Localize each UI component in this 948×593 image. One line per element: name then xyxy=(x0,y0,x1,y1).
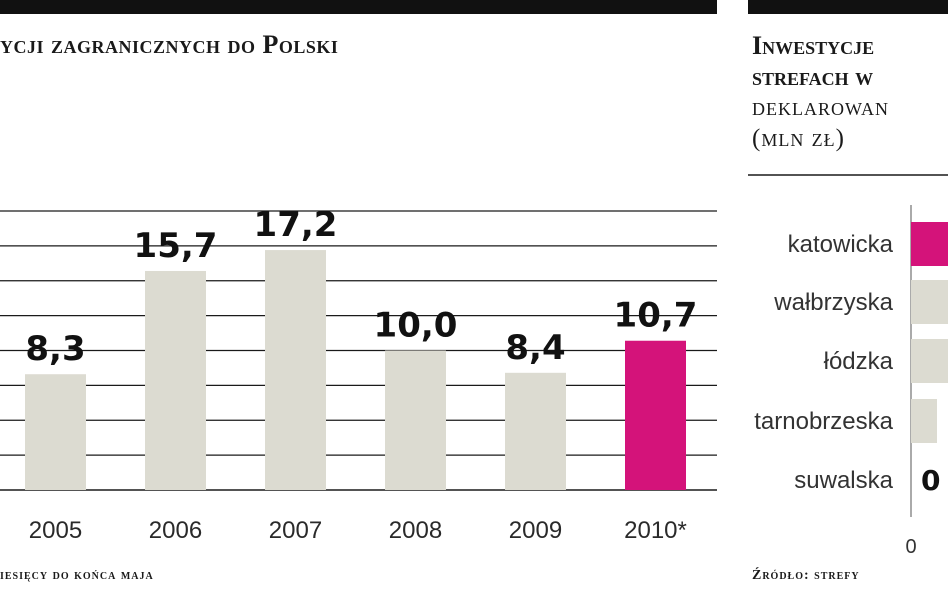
category-label: łódzka xyxy=(824,348,894,375)
data-label: 10,0 xyxy=(374,306,458,346)
bar xyxy=(265,250,326,490)
bar xyxy=(385,350,446,490)
x-tick-label: 2010* xyxy=(624,517,687,544)
data-label: 0 xyxy=(921,464,940,497)
left-footnote: iesięcy do końca maja xyxy=(0,568,154,583)
x-tick-label: 0 xyxy=(905,536,916,558)
bar xyxy=(505,372,566,490)
right-chart-title: Inwestycje strefach w deklarowan (mln zł… xyxy=(752,30,889,154)
left-top-bar xyxy=(0,0,717,14)
x-tick-label: 2007 xyxy=(269,517,322,544)
category-label: tarnobrzeska xyxy=(754,408,893,435)
right-title-line-2: strefach w xyxy=(752,62,874,91)
bar xyxy=(911,280,948,324)
right-title-line-3: deklarowan xyxy=(752,94,889,121)
data-label: 10,7 xyxy=(614,296,698,336)
data-label: 15,7 xyxy=(134,226,218,266)
x-tick-label: 2009 xyxy=(509,517,562,544)
category-label: suwalska xyxy=(794,467,893,494)
x-tick-label: 2006 xyxy=(149,517,202,544)
category-label: wałbrzyska xyxy=(773,289,893,316)
data-label: 8,4 xyxy=(505,328,565,368)
right-top-bar xyxy=(748,0,948,14)
bar-highlight xyxy=(625,340,686,490)
right-title-line-4: (mln zł) xyxy=(752,125,845,152)
data-label: 17,2 xyxy=(254,205,338,245)
bar xyxy=(911,339,948,383)
bar xyxy=(145,270,206,490)
left-chart-title: ycji zagranicznych do Polski xyxy=(0,30,339,59)
bar xyxy=(911,399,937,443)
data-label: 8,3 xyxy=(25,329,85,369)
right-title-line-1: Inwestycje xyxy=(752,31,875,60)
bar xyxy=(25,374,86,490)
x-tick-label: 2008 xyxy=(389,517,442,544)
x-tick-label: 2005 xyxy=(29,517,82,544)
right-source-note: Źródło: strefy xyxy=(752,568,860,583)
bar-highlight xyxy=(911,222,948,266)
category-label: katowicka xyxy=(788,231,894,258)
